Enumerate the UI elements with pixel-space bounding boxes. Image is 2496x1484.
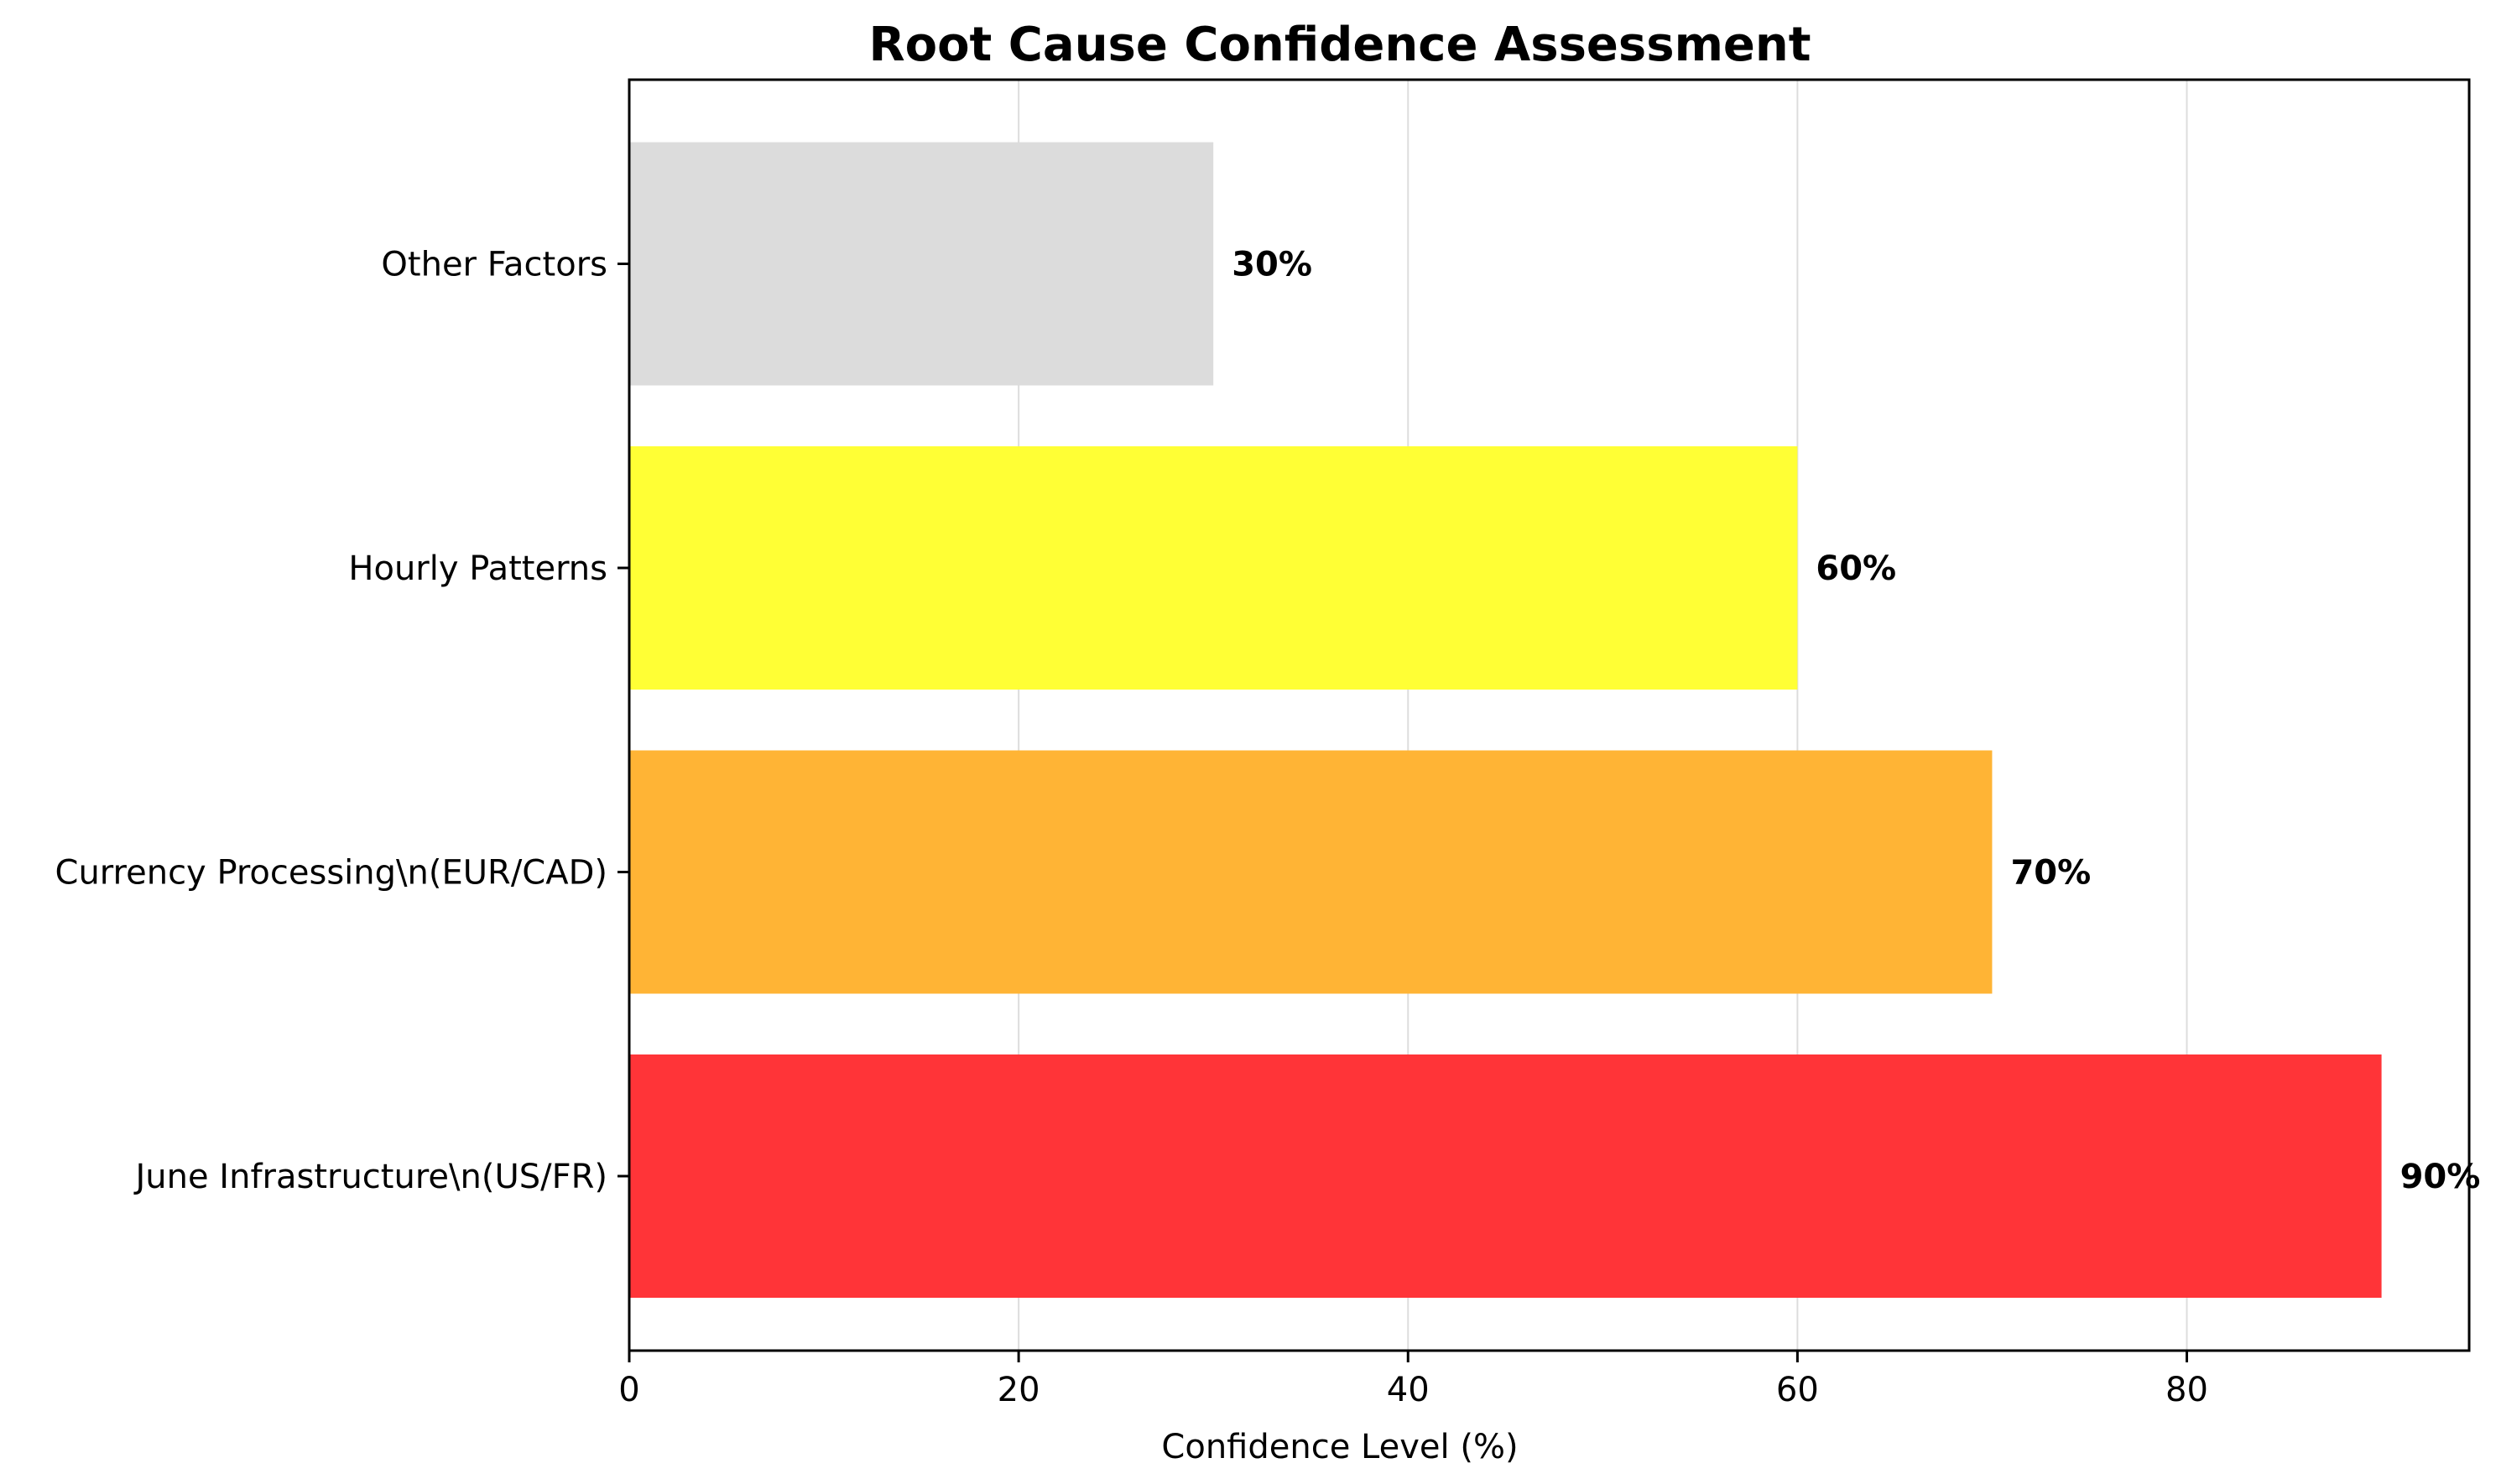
x-tick-label: 60 — [1776, 1371, 1819, 1409]
plot-frame — [628, 78, 2471, 1352]
bar — [629, 1054, 2382, 1298]
y-tick-label: Other Factors — [381, 246, 607, 284]
x-tick-label: 20 — [998, 1371, 1040, 1409]
chart-title: Root Cause Confidence Assessment — [868, 18, 1811, 72]
bar-value-label: 90% — [2400, 1158, 2481, 1196]
bar-value-label: 60% — [1816, 549, 1896, 588]
y-tick-label: Currency Processing\n(EUR/CAD) — [55, 854, 607, 893]
x-tick-label: 0 — [618, 1371, 639, 1409]
x-axis-label: Confidence Level (%) — [1161, 1428, 1518, 1466]
x-tick-label: 40 — [1387, 1371, 1430, 1409]
bar-value-label: 70% — [2010, 854, 2091, 893]
y-tick-label: June Infrastructure\n(US/FR) — [133, 1158, 607, 1196]
bar — [629, 142, 1214, 386]
bar — [629, 446, 1798, 690]
data-label-layer: 90% 70% 60% 30% — [1232, 246, 2480, 1197]
y-axis-ticks: June Infrastructure\n(US/FR) Currency Pro… — [55, 246, 629, 1196]
bar — [629, 750, 1993, 994]
bar-layer — [629, 142, 2382, 1298]
y-tick-label: Hourly Patterns — [348, 549, 607, 588]
x-axis-ticks: 0 20 40 60 80 — [618, 1351, 2208, 1409]
bar-value-label: 30% — [1232, 246, 1312, 284]
x-tick-label: 80 — [2165, 1371, 2208, 1409]
